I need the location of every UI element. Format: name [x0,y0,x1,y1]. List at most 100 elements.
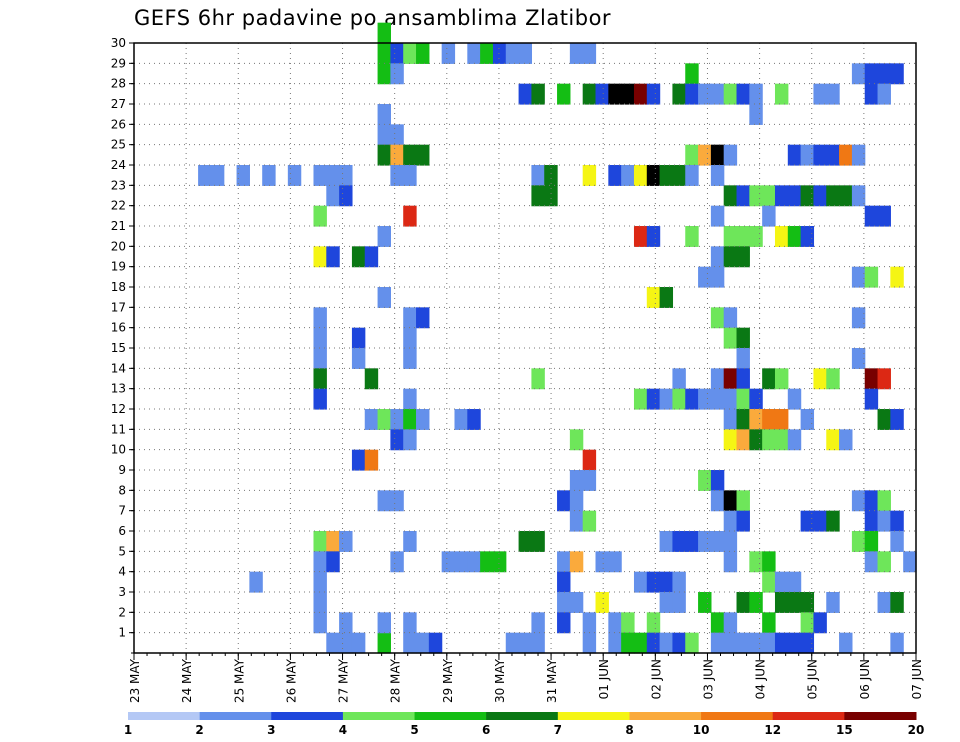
heatmap-cell [736,83,750,105]
heatmap-cell [557,490,571,512]
heatmap-cell [608,632,622,654]
colorbar-label: 1 [124,723,132,737]
heatmap-cell [723,531,738,552]
heatmap-cell [787,592,802,613]
heatmap-cell [313,571,327,593]
heatmap-cell [313,205,327,227]
heatmap-cell [351,246,366,268]
heatmap-cell [326,185,340,207]
colorbar-label: 5 [410,723,418,737]
heatmap-cell [864,266,879,288]
heatmap-cell [813,612,827,634]
heatmap-cell [646,226,661,247]
heatmap-cell [864,205,879,227]
heatmap-cell [749,429,763,451]
heatmap-cell [403,388,417,410]
heatmap-cell [390,63,404,85]
heatmap-cell [608,551,622,573]
heatmap-cell [698,470,712,491]
heatmap-cell [723,388,738,410]
y-tick-label: 4 [118,565,126,579]
y-tick-label: 8 [118,483,126,497]
heatmap-cell [749,104,763,125]
heatmap-cell [364,449,379,471]
heatmap-cell [633,632,648,654]
heatmap-cell [403,531,417,552]
heatmap-cell [877,409,891,430]
heatmap-cell [313,307,327,329]
x-tick-label: 05 JUN [806,659,820,699]
y-tick-label: 9 [118,463,126,477]
colorbar-label: 10 [693,723,710,737]
heatmap-cell [480,43,494,64]
heatmap-cell [877,490,891,512]
heatmap-cell [313,348,327,369]
heatmap-cell [826,592,840,613]
x-tick-label: 04 JUN [754,659,768,699]
heatmap-cell [736,226,750,247]
heatmap-cell [762,205,776,227]
heatmap-cell [326,531,340,552]
heatmap-cell [710,368,725,390]
heatmap-cell [403,327,417,349]
heatmap-cell [787,144,802,166]
heatmap-cell [262,165,276,186]
colorbar-label: 7 [554,723,562,737]
heatmap-cell [582,449,597,471]
heatmap-cell [851,348,866,369]
heatmap-cell [480,551,494,573]
heatmap-cell [646,632,661,654]
heatmap-cell [339,531,353,552]
x-tick-label: 07 JUN [910,659,924,699]
y-axis: 1234567891011121314151617181920212223242… [111,36,134,654]
heatmap-cell [659,592,674,613]
heatmap-cell [710,83,725,105]
x-tick-label: 30 MAY [493,658,507,703]
heatmap-cell [492,43,507,64]
heatmap-cell [377,632,391,654]
heatmap-cell [672,388,686,410]
y-tick-label: 25 [111,138,126,152]
heatmap-cell [621,632,635,654]
heatmap-cell [390,429,404,451]
heatmap-cell [377,226,391,247]
heatmap-cell [736,327,750,349]
heatmap-cell [698,531,712,552]
heatmap-cell [582,43,597,64]
heatmap-cell [877,63,891,85]
heatmap-cell [749,592,763,613]
heatmap-cell [505,43,520,64]
y-tick-label: 17 [111,300,126,314]
heatmap-cell [544,165,558,186]
y-tick-label: 22 [111,199,126,213]
x-tick-label: 02 JUN [649,659,663,699]
heatmap-cell [582,632,597,654]
heatmap-cell [826,510,840,532]
heatmap-cell [736,185,750,207]
heatmap-cell [582,612,597,634]
heatmap-cell [582,470,597,491]
heatmap-cell [877,205,891,227]
y-tick-label: 30 [111,36,126,50]
heatmap-cell [723,246,738,268]
heatmap-cell [518,43,533,64]
heatmap-cell [710,632,725,654]
colorbar-segment [629,712,702,720]
heatmap-cell [851,266,866,288]
heatmap-cell [813,185,827,207]
heatmap-cell [723,490,738,512]
heatmap-cell [582,165,597,186]
heatmap-cell [672,531,686,552]
heatmap-cell [351,327,366,349]
heatmap-cell [736,632,750,654]
heatmap-cell [364,409,379,430]
y-tick-label: 2 [118,605,126,619]
heatmap-cell [646,571,661,593]
x-tick-label: 29 MAY [441,658,455,703]
x-tick-label: 01 JUN [597,659,611,699]
heatmap-cell [762,409,776,430]
y-tick-label: 20 [111,239,126,253]
heatmap-cell [723,612,738,634]
heatmap-cell [518,531,533,552]
heatmap-cell [646,287,661,308]
